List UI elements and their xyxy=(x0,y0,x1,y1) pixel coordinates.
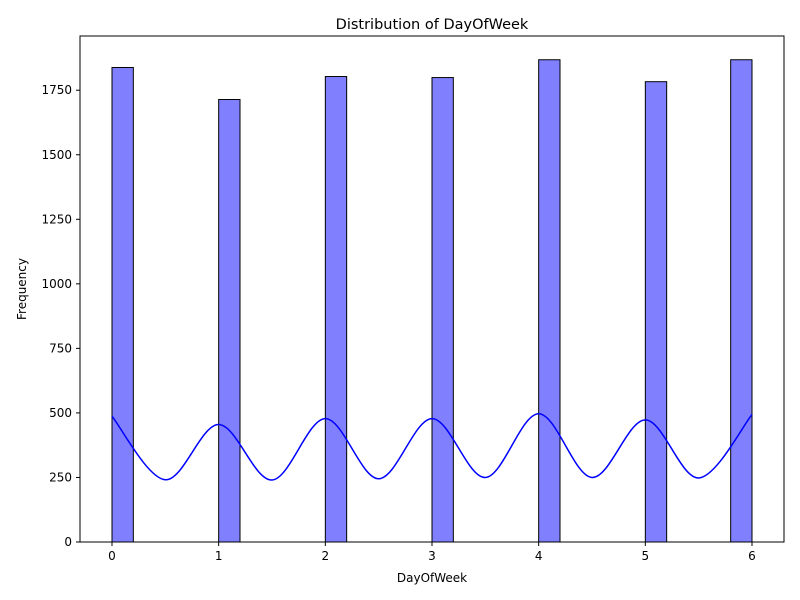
histogram-bar-2 xyxy=(324,76,348,543)
x-tick-label-5: 5 xyxy=(642,549,650,563)
y-tick-label-750: 750 xyxy=(49,341,72,355)
histogram-bar-0 xyxy=(111,66,134,543)
x-tick-label-6: 6 xyxy=(748,549,756,563)
y-tick-label-0: 0 xyxy=(64,535,72,549)
x-tick-label-2: 2 xyxy=(322,549,330,563)
y-tick-label-1250: 1250 xyxy=(41,212,72,226)
y-tick-label-1750: 1750 xyxy=(41,83,72,97)
y-tick-label-500: 500 xyxy=(49,406,72,420)
x-tick-label-3: 3 xyxy=(428,549,436,563)
histogram-bar-6 xyxy=(730,59,753,543)
x-axis-label: DayOfWeek xyxy=(397,571,467,585)
x-tick-label-0: 0 xyxy=(108,549,116,563)
y-tick-label-250: 250 xyxy=(49,470,72,484)
histogram-bar-5 xyxy=(644,81,668,543)
histogram-bar-1 xyxy=(218,99,241,543)
y-axis-label: Frequency xyxy=(15,258,29,320)
chart-title: Distribution of DayOfWeek xyxy=(336,17,529,33)
y-tick-label-1000: 1000 xyxy=(41,277,72,291)
histogram-bars xyxy=(111,59,753,543)
histogram-bar-3 xyxy=(431,77,454,543)
y-axis-ticks: 0 250 500 750 1000 1250 1500 1750 xyxy=(41,83,80,549)
x-axis-ticks: 0 1 2 3 4 5 6 xyxy=(108,542,756,563)
kde-curve xyxy=(111,412,753,481)
y-tick-label-1500: 1500 xyxy=(41,148,72,162)
x-tick-label-4: 4 xyxy=(535,549,543,563)
histogram-bar-4 xyxy=(538,59,561,543)
x-tick-label-1: 1 xyxy=(215,549,223,563)
